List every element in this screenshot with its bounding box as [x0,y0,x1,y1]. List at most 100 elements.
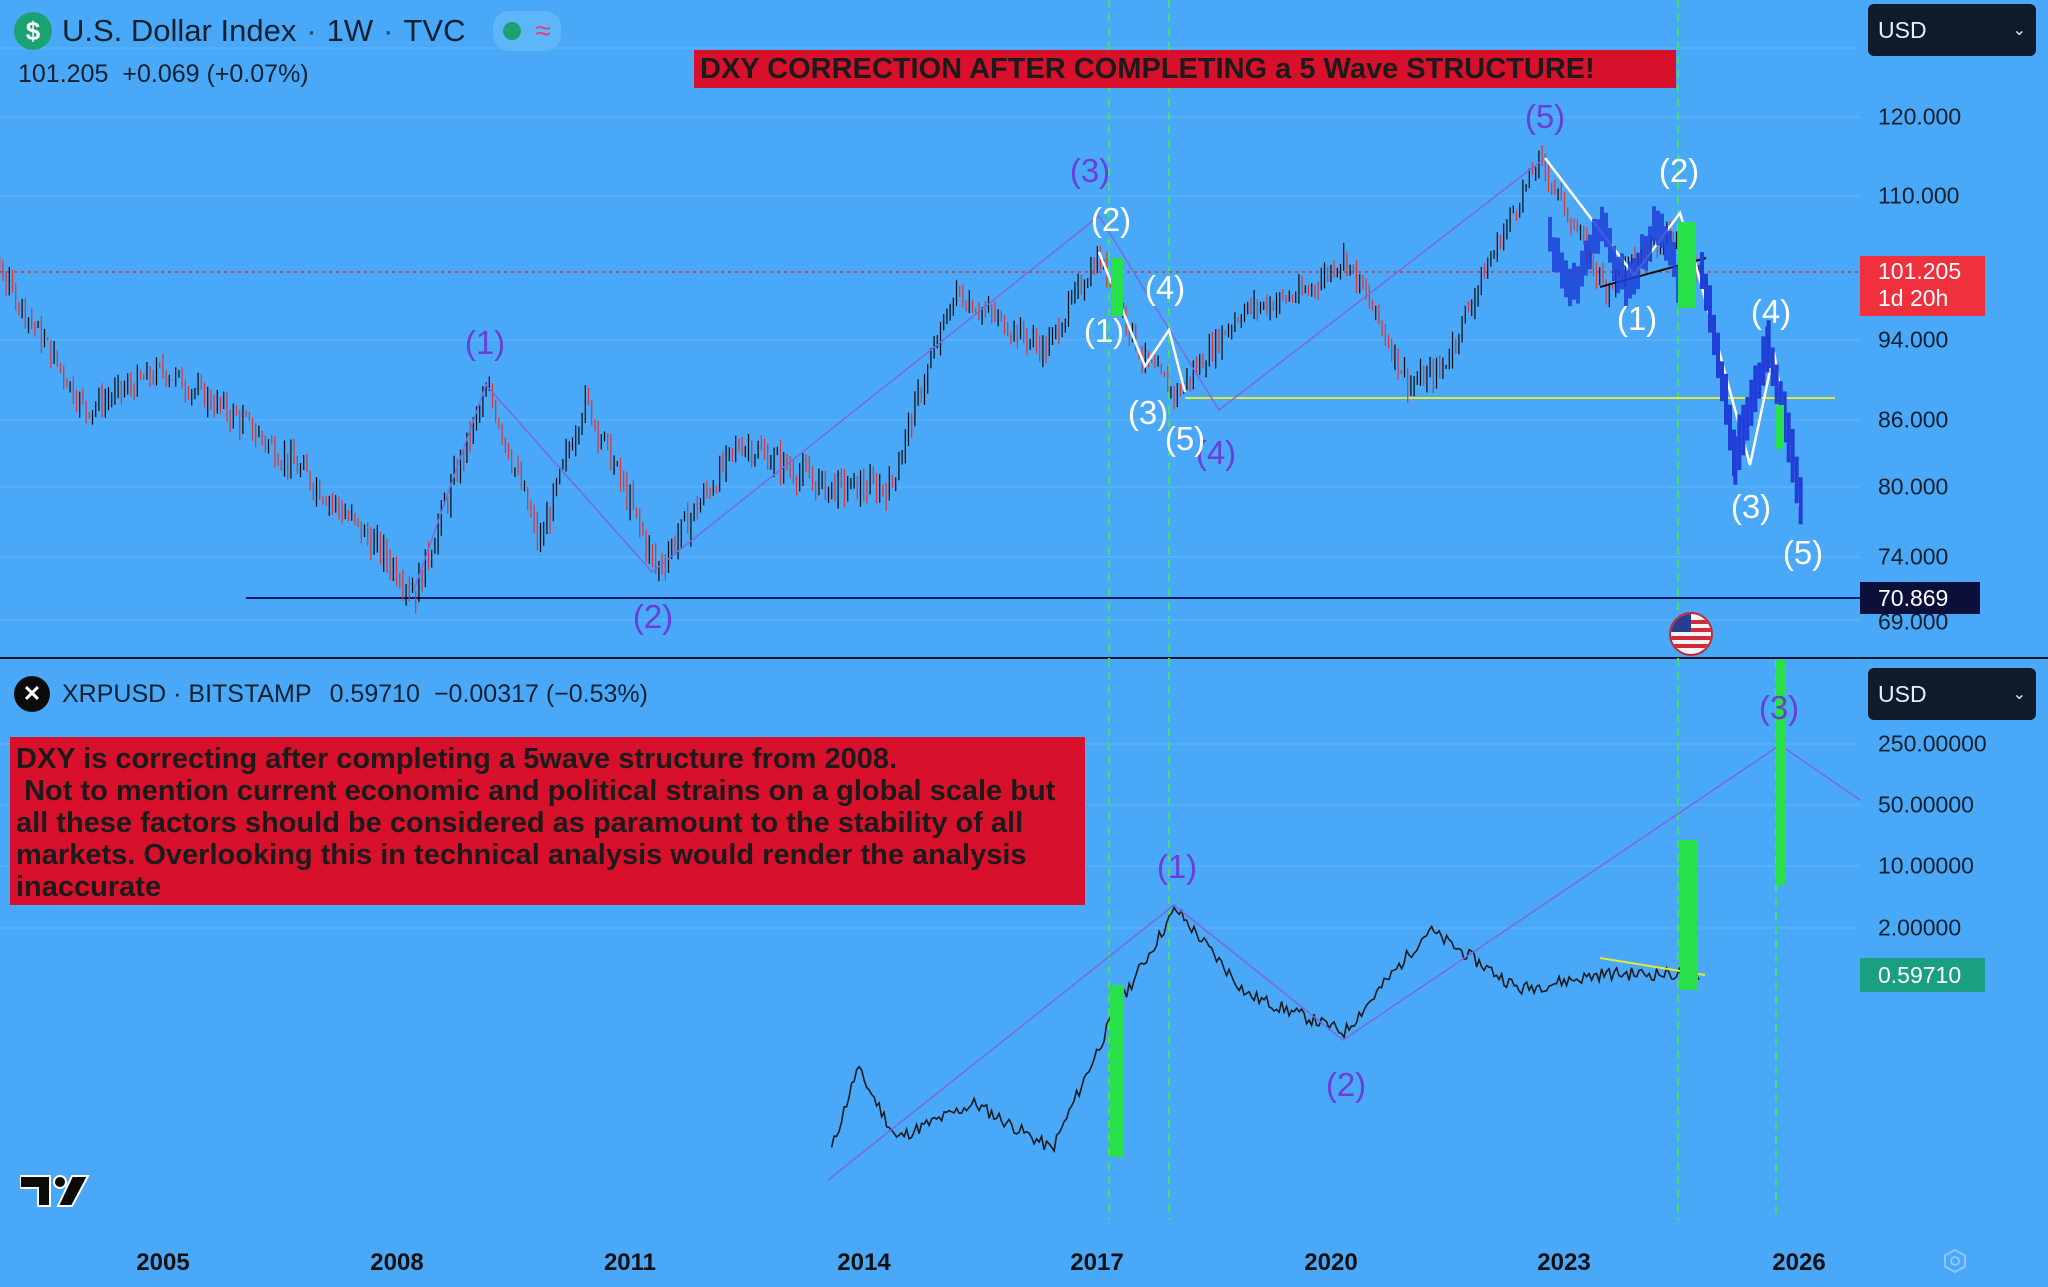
dxy-interval[interactable]: 1W [326,13,374,48]
wave-label: (1) [464,324,506,361]
projection-bar [1624,270,1628,308]
dxy-title[interactable]: U.S. Dollar Index [62,13,297,48]
projection-bar [1616,256,1620,294]
xrp-title[interactable]: XRPUSD · BITSTAMP [62,679,312,708]
last-price-value: 101.205 [1878,258,1962,284]
projection-bar [1741,404,1746,456]
wave-label: (2) [1090,201,1132,238]
separator-dot: · [383,13,394,48]
currency-label: USD [1878,16,1927,43]
projection-bar [1572,262,1576,300]
dxy-price: 101.205 [18,60,109,88]
dxy-banner: DXY CORRECTION AFTER COMPLETING a 5 Wave… [694,50,1676,88]
projection-bar [1664,226,1668,261]
projection-bar [1782,391,1787,443]
market-open-icon [503,22,522,40]
projection-bar [1700,252,1704,289]
wave-label: (3) [1730,488,1772,525]
projection-bar [1568,268,1572,307]
wave-label: (2) [1325,1066,1367,1103]
tradingview-logo[interactable] [19,1170,90,1220]
projection-bar [1672,242,1676,278]
xrp-wave-path [827,744,1861,1181]
projection-bar [1576,266,1580,304]
projection-bar [1786,412,1791,463]
dxy-change: +0.069 (+0.07%) [122,60,309,88]
projection-bar [1766,320,1771,368]
projection-bar [1749,379,1754,426]
dxy-quote: 101.205 +0.069 (+0.07%) [18,60,309,89]
wave-label: (3) [1758,689,1800,726]
status-pill[interactable]: ≈ [493,11,561,51]
projection-bar [1620,253,1624,290]
projection-bar [1774,364,1779,404]
axis-label: 86.000 [1878,406,1949,433]
projection-bar [1656,210,1660,246]
countdown: 1d 20h [1878,285,1949,311]
projection-bar [1648,226,1652,261]
support-price-tag: 70.869 [1860,582,1980,614]
x-tick-label: 2020 [1304,1249,1358,1276]
xrp-header: ✕ XRPUSD · BITSTAMP 0.59710 −0.00317 (−0… [14,676,648,712]
wave-label: (1) [1156,848,1198,885]
x-tick-label: 2026 [1772,1249,1826,1276]
x-tick-label: 2017 [1070,1249,1124,1276]
wave-label: (1) [1616,300,1658,337]
projection-bar [1737,414,1742,471]
projection-bar [1604,212,1608,248]
xrp-price-series [830,905,1700,1154]
xrp-price: 0.59710 [329,679,420,708]
currency-label: USD [1878,680,1927,707]
projection-bar [1724,373,1728,425]
projection-bar [1584,240,1588,276]
dxy-projection-blocks [1548,206,1803,525]
wave-label: (2) [1658,152,1700,189]
wave-label: (4) [1750,293,1792,330]
xrp-currency-select[interactable]: USD ⌄ [1868,668,2036,720]
wave-label: (5) [1164,420,1206,457]
projection-bar [1588,234,1592,270]
dxy-currency-select[interactable]: USD ⌄ [1868,4,2036,56]
x-tick-label: 2008 [370,1249,424,1276]
xrp-icon: ✕ [14,676,50,712]
dxy-price-series [0,144,1700,614]
projection-bar [1556,237,1560,273]
axis-label: 2.00000 [1878,914,1962,941]
projection-bar [1708,285,1712,333]
tradingview-logo-icon [19,1175,90,1207]
projection-bar [1668,231,1672,266]
axis-label: 74.000 [1878,543,1949,570]
axis-label: 80.000 [1878,473,1949,500]
us-flag-icon[interactable] [1669,612,1713,656]
projection-bar [1716,332,1720,379]
axis-label: 94.000 [1878,326,1949,353]
settings-gear-icon[interactable] [1942,1248,1968,1274]
projection-bar [1608,228,1612,263]
projection-bar [1761,336,1766,386]
projection-bar [1790,428,1795,483]
xrp-green-highlights [1110,660,1786,1157]
projection-bar [1596,219,1600,254]
projection-bar [1704,273,1708,311]
projection-bar [1757,362,1762,399]
wave-label: (3) [1069,152,1111,189]
projection-bar [1600,206,1604,242]
dxy-header: $ U.S. Dollar Index · 1W · TVC ≈ [14,11,561,51]
dxy-source: TVC [403,13,466,48]
wave-label: (5) [1524,98,1566,135]
axis-label: 10.00000 [1878,852,1974,879]
dollar-icon: $ [14,12,52,50]
axis-label: 250.00000 [1878,730,1987,757]
axis-label: 50.00000 [1878,791,1974,818]
wave-indicator-icon: ≈ [535,15,551,46]
projection-bar [1592,218,1596,254]
wave-label: (5) [1782,534,1824,571]
wave-label: (4) [1144,269,1186,306]
wave-label: (1) [1083,312,1125,349]
wave-label: (2) [632,598,674,635]
projection-bar [1628,261,1632,299]
projection-bar [1640,234,1644,269]
projection-bar [1770,347,1775,386]
projection-bar [1580,250,1584,287]
